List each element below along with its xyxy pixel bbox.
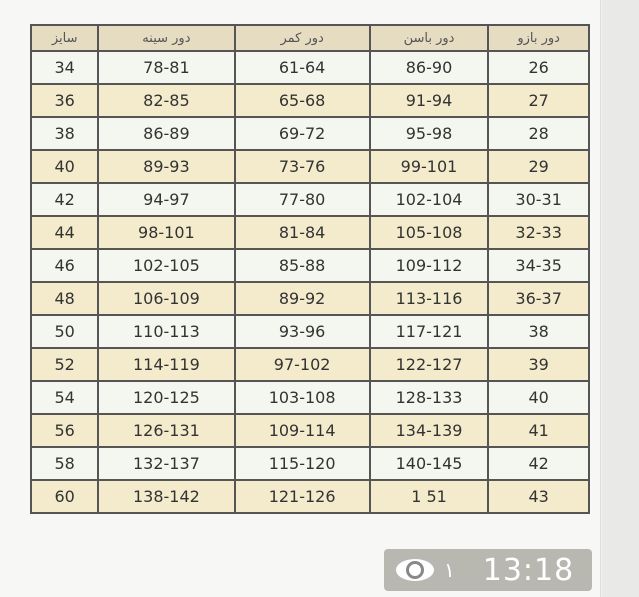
timestamp: 13:18 [482, 552, 575, 588]
cell-waist: 121-126 [233, 479, 371, 514]
table-row: 56 126-131 109-114 134-139 41 [29, 413, 590, 448]
table-row: 50 110-113 93-96 117-121 38 [29, 314, 590, 349]
table-row: 52 114-119 97-102 122-127 39 [29, 347, 590, 382]
table-row: 60 138-142 121-126 1 51 43 [29, 479, 590, 514]
cell-chest: 106-109 [97, 281, 236, 316]
cell-arm: 41 [487, 413, 590, 448]
cell-size: 36 [29, 83, 100, 118]
cell-hip: 109-112 [368, 248, 490, 283]
table-row: 34 78-81 61-64 86-90 26 [29, 50, 590, 85]
cell-chest: 132-137 [97, 446, 236, 481]
cell-arm: 29 [487, 149, 590, 184]
size-table: سایز دور سینه دور کمر دور باسن دور بازو … [29, 24, 590, 514]
cell-size: 60 [29, 479, 100, 514]
cell-arm: 43 [487, 479, 590, 514]
cell-arm: 28 [487, 116, 590, 151]
cell-arm: 26 [487, 50, 590, 85]
cell-chest: 86-89 [97, 116, 236, 151]
cell-hip: 91-94 [368, 83, 490, 118]
cell-chest: 126-131 [97, 413, 236, 448]
view-time-overlay: ١ 13:18 [384, 549, 592, 591]
cell-waist: 69-72 [233, 116, 371, 151]
cell-arm: 39 [487, 347, 590, 382]
cell-waist: 93-96 [233, 314, 371, 349]
cell-waist: 61-64 [233, 50, 371, 85]
cell-chest: 78-81 [97, 50, 236, 85]
cell-waist: 85-88 [233, 248, 371, 283]
cell-waist: 109-114 [233, 413, 371, 448]
table-row: 44 98-101 81-84 105-108 32-33 [29, 215, 590, 250]
cell-chest: 89-93 [97, 149, 236, 184]
cell-waist: 89-92 [233, 281, 371, 316]
cell-arm: 30-31 [487, 182, 590, 217]
cell-hip: 86-90 [368, 50, 490, 85]
cell-hip: 117-121 [368, 314, 490, 349]
cell-size: 40 [29, 149, 100, 184]
cell-chest: 98-101 [97, 215, 236, 250]
cell-arm: 27 [487, 83, 590, 118]
cell-size: 38 [29, 116, 100, 151]
header-waist: دور کمر [233, 24, 371, 52]
cell-waist: 115-120 [233, 446, 371, 481]
header-chest: دور سینه [97, 24, 236, 52]
cell-size: 34 [29, 50, 100, 85]
table-body: 34 78-81 61-64 86-90 26 36 82-85 65-68 91-94 27 38… [29, 50, 590, 514]
cell-waist: 81-84 [233, 215, 371, 250]
cell-chest: 120-125 [97, 380, 236, 415]
background-edge [602, 0, 639, 597]
cell-size: 50 [29, 314, 100, 349]
header-arm: دور بازو [487, 24, 590, 52]
cell-chest: 114-119 [97, 347, 236, 382]
table-row: 54 120-125 103-108 128-133 40 [29, 380, 590, 415]
cell-arm: 34-35 [487, 248, 590, 283]
cell-chest: 102-105 [97, 248, 236, 283]
cell-chest: 82-85 [97, 83, 236, 118]
cell-hip: 99-101 [368, 149, 490, 184]
cell-chest: 94-97 [97, 182, 236, 217]
cell-size: 48 [29, 281, 100, 316]
cell-hip: 140-145 [368, 446, 490, 481]
cell-size: 46 [29, 248, 100, 283]
cell-arm: 38 [487, 314, 590, 349]
cell-chest: 138-142 [97, 479, 236, 514]
table-row: 40 89-93 73-76 99-101 29 [29, 149, 590, 184]
cell-size: 54 [29, 380, 100, 415]
header-size: سایز [29, 24, 100, 52]
cell-size: 52 [29, 347, 100, 382]
table-row: 46 102-105 85-88 109-112 34-35 [29, 248, 590, 283]
table-row: 36 82-85 65-68 91-94 27 [29, 83, 590, 118]
cell-hip: 128-133 [368, 380, 490, 415]
table-row: 48 106-109 89-92 113-116 36-37 [29, 281, 590, 316]
cell-waist: 77-80 [233, 182, 371, 217]
table-row: 58 132-137 115-120 140-145 42 [29, 446, 590, 481]
cell-hip: 105-108 [368, 215, 490, 250]
cell-hip: 122-127 [368, 347, 490, 382]
cell-size: 56 [29, 413, 100, 448]
cell-size: 44 [29, 215, 100, 250]
table-row: 42 94-97 77-80 102-104 30-31 [29, 182, 590, 217]
eye-icon [396, 559, 434, 581]
view-count: ١ [444, 558, 455, 582]
cell-size: 42 [29, 182, 100, 217]
cell-arm: 42 [487, 446, 590, 481]
cell-arm: 32-33 [487, 215, 590, 250]
header-hip: دور باسن [368, 24, 490, 52]
cell-size: 58 [29, 446, 100, 481]
cell-arm: 36-37 [487, 281, 590, 316]
cell-chest: 110-113 [97, 314, 236, 349]
cell-hip: 134-139 [368, 413, 490, 448]
cell-hip: 113-116 [368, 281, 490, 316]
cell-hip: 102-104 [368, 182, 490, 217]
cell-waist: 65-68 [233, 83, 371, 118]
cell-waist: 73-76 [233, 149, 371, 184]
cell-waist: 103-108 [233, 380, 371, 415]
cell-arm: 40 [487, 380, 590, 415]
cell-hip: 95-98 [368, 116, 490, 151]
table-row: 38 86-89 69-72 95-98 28 [29, 116, 590, 151]
cell-waist: 97-102 [233, 347, 371, 382]
header-row: سایز دور سینه دور کمر دور باسن دور بازو [29, 24, 590, 52]
cell-hip: 1 51 [368, 479, 490, 514]
